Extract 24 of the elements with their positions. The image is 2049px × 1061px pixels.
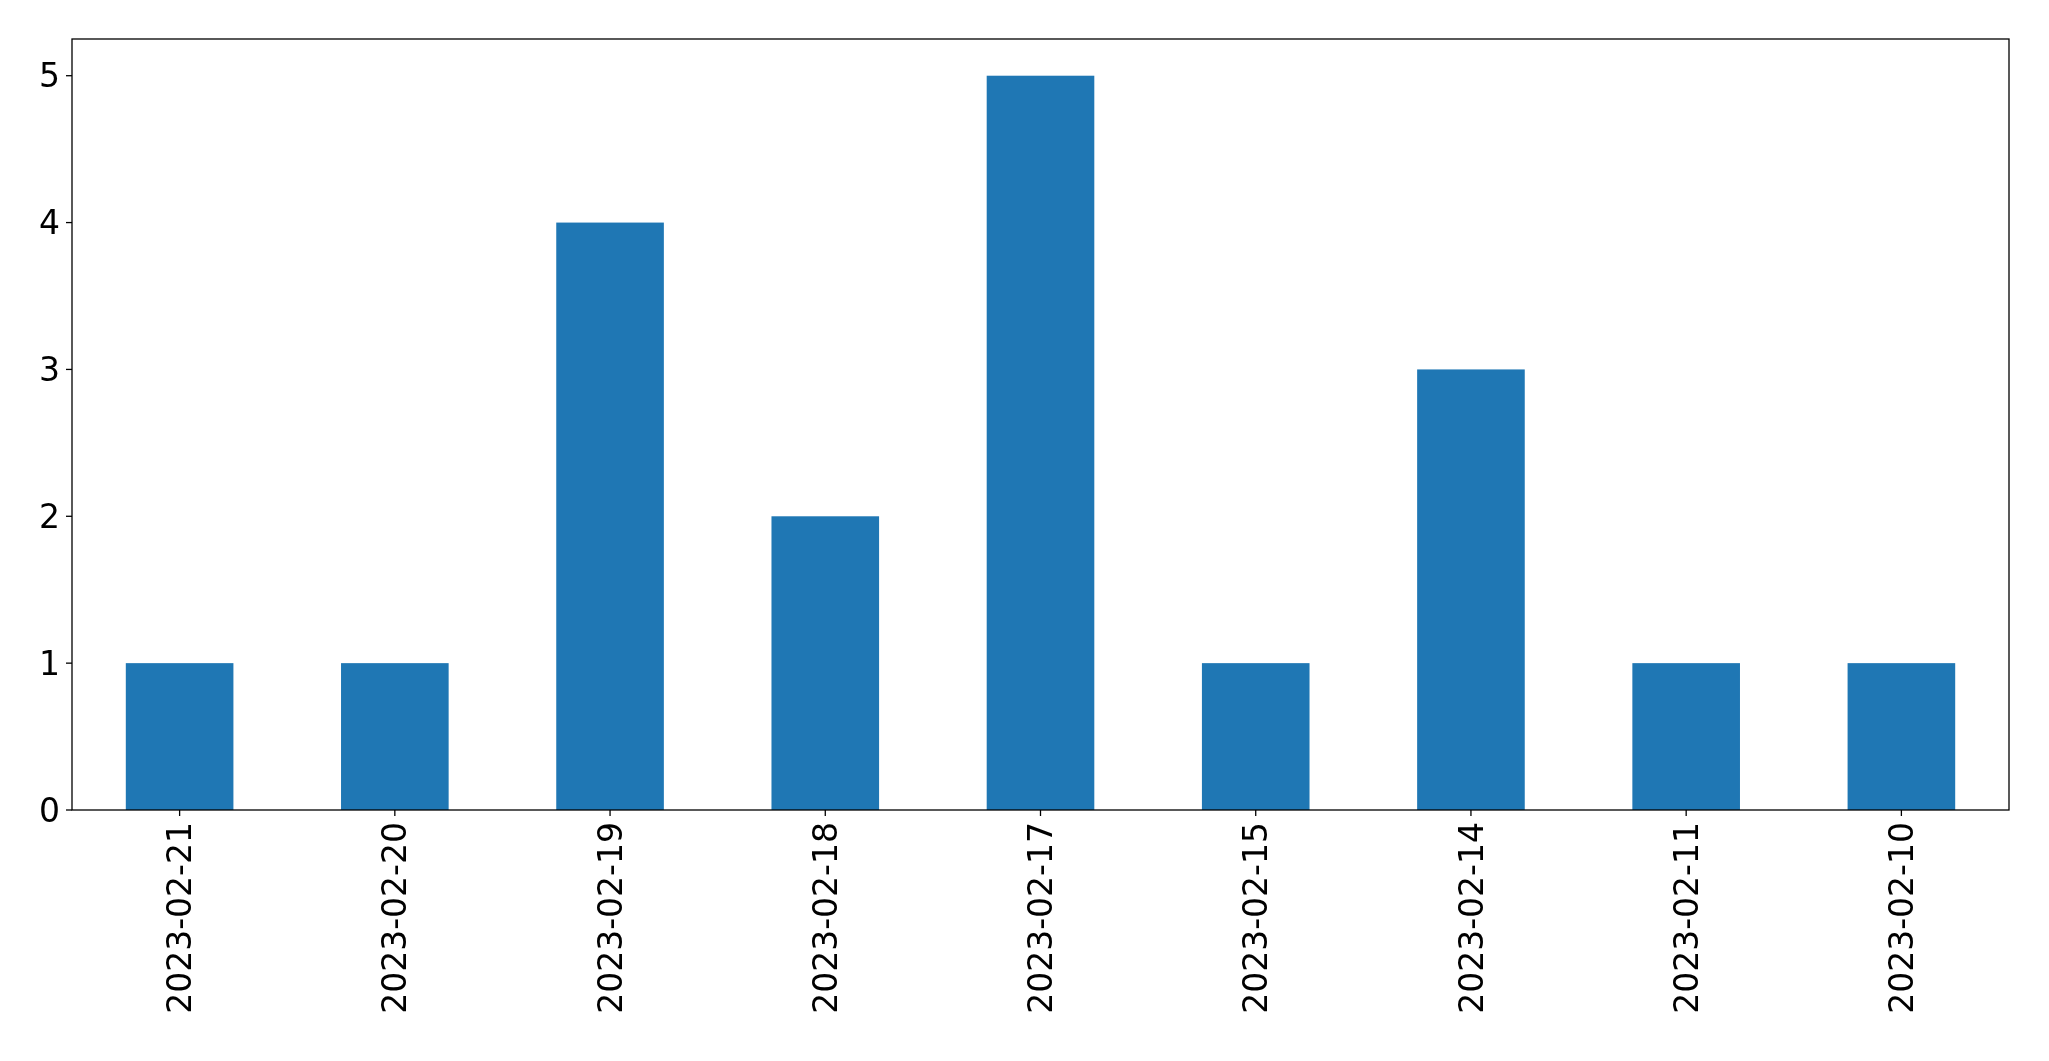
bar [1417, 369, 1525, 810]
bar [341, 663, 449, 810]
x-tick-label: 2023-02-21 [160, 822, 200, 1014]
x-tick-label: 2023-02-15 [1236, 822, 1276, 1014]
x-tick-label: 2023-02-18 [805, 822, 845, 1014]
y-tick-label: 3 [39, 349, 60, 389]
bar [1632, 663, 1740, 810]
x-tick-label: 2023-02-19 [590, 822, 630, 1014]
y-tick-label: 4 [39, 203, 60, 243]
x-tick-label: 2023-02-10 [1881, 822, 1921, 1014]
y-tick-label: 5 [39, 56, 60, 96]
bar [1201, 663, 1310, 810]
y-tick-label: 1 [39, 643, 60, 683]
y-tick-label: 0 [39, 790, 60, 830]
bar [1847, 663, 1956, 810]
x-tick-label: 2023-02-14 [1451, 822, 1491, 1014]
x-tick-label: 2023-02-11 [1666, 822, 1706, 1014]
bar [556, 222, 664, 810]
bar [125, 663, 234, 810]
bar [986, 75, 1095, 810]
x-tick-label: 2023-02-20 [375, 822, 415, 1014]
x-tick-label: 2023-02-17 [1021, 822, 1061, 1014]
y-tick-label: 2 [39, 496, 60, 536]
bar [771, 516, 880, 810]
